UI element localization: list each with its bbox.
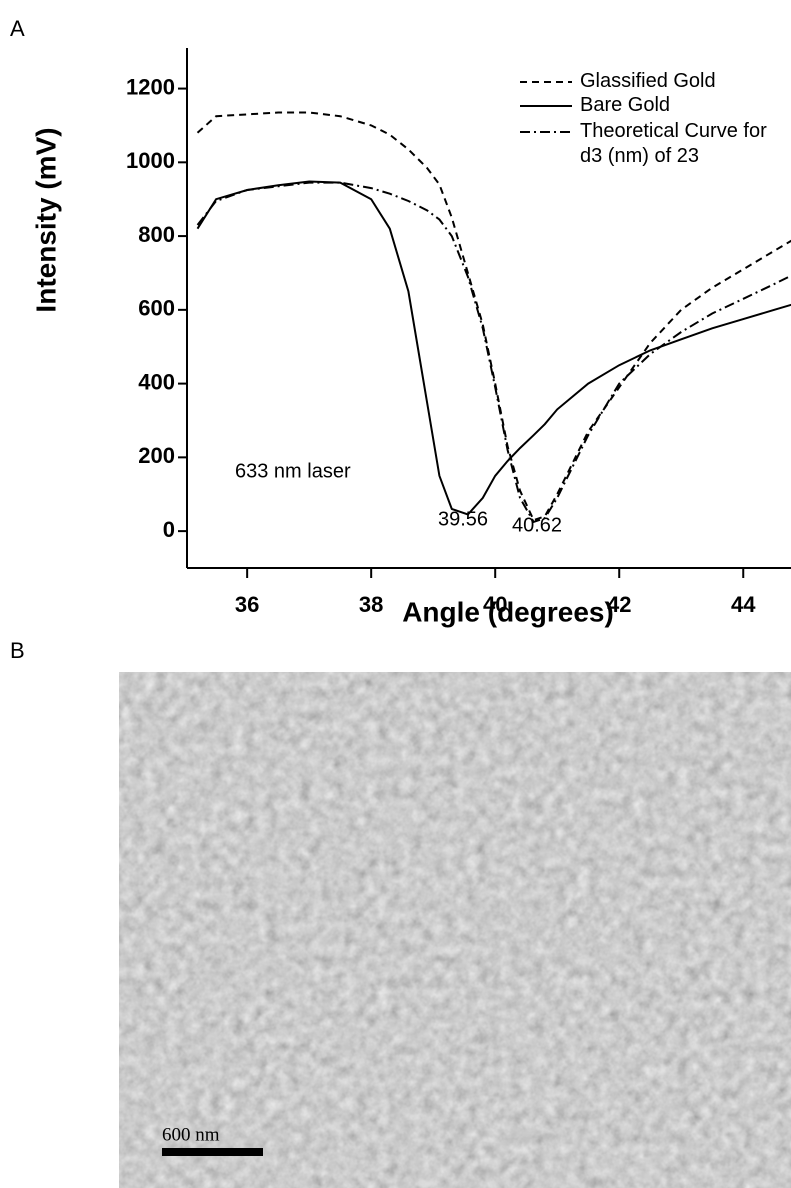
x-tick-label: 44 [731,592,756,617]
x-tick-label: 36 [235,592,259,617]
annotation: 633 nm laser [235,460,351,482]
panel-label: A [10,16,25,41]
data-line [196,181,791,524]
y-tick-label: 800 [138,222,175,247]
y-tick-label: 1200 [126,74,175,99]
y-tick-label: 200 [138,443,175,468]
legend-label: Theoretical Curve for d3 (nm) of 23 [580,120,767,167]
y-tick-label: 600 [138,296,175,321]
y-tick-label: 400 [138,369,175,394]
y-axis-title: Intensity (mV) [30,127,61,312]
x-tick-label: 40 [483,592,507,617]
scale-bar [162,1148,263,1156]
panel-label: B [10,638,25,663]
annotation: 40.62 [512,514,562,536]
legend-label: Glassified Gold [580,70,716,92]
sem-texture [119,672,791,1188]
x-tick-label: 42 [607,592,631,617]
x-axis-title: Angle (degrees) [402,596,614,627]
scale-bar-label: 600 nm [162,1124,220,1145]
data-line [196,111,791,522]
y-tick-label: 0 [163,517,175,542]
annotation: 39.56 [438,508,488,530]
x-tick-label: 38 [359,592,383,617]
legend-label: Bare Gold [580,94,671,116]
chart: 0 200 400 600 800 1000 1200 36 38 40 42 44 Angle (de… [30,48,791,627]
y-tick-label: 1000 [126,148,175,173]
